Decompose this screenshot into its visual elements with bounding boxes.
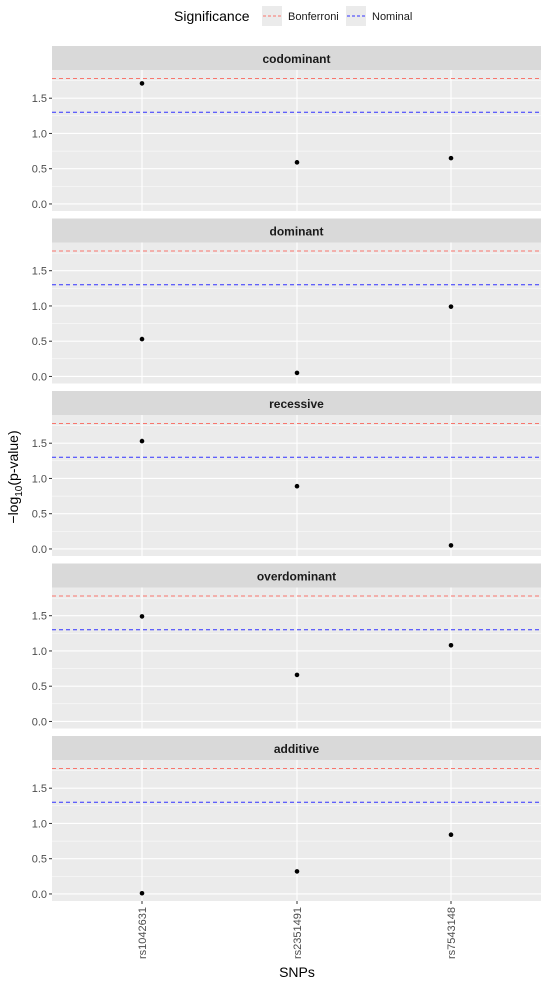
strip-background (52, 46, 541, 70)
data-point-dominant-rs7543148 (448, 304, 454, 309)
panel-recessive: recessive 0.0 0.5 1.0 1.5 (32, 391, 541, 556)
y-tick-label: 0.0 (32, 716, 47, 728)
y-axis-title-subscript: 10 (14, 485, 25, 497)
data-point-codominant-rs2351491 (294, 160, 300, 165)
y-tick-label: 0.0 (32, 544, 47, 556)
legend: Significance Bonferroni Nominal (174, 6, 412, 26)
data-point-dominant-rs1042631 (139, 336, 145, 342)
data-point-additive-rs7543148 (448, 832, 454, 838)
y-tick-label: 0.5 (32, 854, 47, 866)
y-tick-label: 0.0 (32, 889, 47, 901)
legend-title: Significance (174, 8, 250, 24)
strip-background (52, 563, 541, 588)
panel-overdominant: overdominant 0.0 0.5 1.0 1.5 (32, 563, 541, 729)
y-axis-title-rest: (p-value) (5, 430, 21, 485)
strip-label-overdominant: overdominant (257, 570, 336, 584)
data-point-overdominant-rs1042631 (139, 614, 145, 619)
y-tick-label: 1.0 (32, 818, 47, 830)
y-tick-label: 0.0 (32, 199, 47, 211)
y-tick-label: 0.0 (32, 371, 47, 383)
data-point-additive-rs2351491 (294, 869, 300, 874)
strip-label-recessive: recessive (269, 397, 324, 411)
data-point-dominant-rs2351491 (294, 370, 300, 376)
y-tick-label: 0.5 (32, 164, 47, 176)
y-tick-label: 1.5 (32, 266, 47, 278)
data-point-recessive-rs7543148 (448, 543, 454, 548)
panel-codominant: codominant 0.0 0.5 1.0 1.5 (32, 46, 541, 211)
data-point-recessive-rs1042631 (139, 438, 145, 444)
data-point-overdominant-rs2351491 (294, 672, 300, 678)
y-tick-label: 0.5 (32, 509, 47, 521)
y-tick-label: 1.0 (32, 646, 47, 658)
y-tick-label: 1.5 (32, 783, 47, 795)
data-point-codominant-rs7543148 (448, 155, 454, 161)
legend-key-bonferroni: Bonferroni (262, 6, 339, 26)
strip-label-additive: additive (274, 742, 320, 756)
y-tick-label: 1.5 (32, 93, 47, 105)
legend-key-background (346, 6, 366, 26)
x-tick-label-rs2351491: rs2351491 (292, 907, 304, 959)
y-tick-label: 1.0 (32, 473, 47, 485)
facet-panels: codominant 0.0 0.5 1.0 1.5 dominant 0.0 0.5 1.0 1… (32, 46, 541, 901)
strip-label-dominant: dominant (270, 225, 324, 239)
strip-background (52, 218, 541, 243)
legend-label-bonferroni: Bonferroni (288, 11, 339, 23)
strip-background (52, 736, 541, 760)
data-point-codominant-rs1042631 (139, 81, 145, 86)
legend-key-nominal: Nominal (346, 6, 412, 26)
data-point-overdominant-rs7543148 (448, 643, 454, 648)
data-point-recessive-rs2351491 (294, 483, 300, 489)
panel-dominant: dominant 0.0 0.5 1.0 1.5 (32, 218, 541, 384)
y-tick-label: 1.5 (32, 438, 47, 450)
y-axis-title: −log10(p-value) (5, 430, 25, 523)
legend-key-background (262, 6, 282, 26)
legend-label-nominal: Nominal (372, 11, 412, 23)
x-tick-label-rs1042631: rs1042631 (137, 907, 149, 959)
data-point-additive-rs1042631 (139, 890, 145, 896)
x-axis-title: SNPs (279, 964, 315, 980)
y-tick-label: 0.5 (32, 336, 47, 348)
y-tick-label: 1.0 (32, 128, 47, 140)
strip-background (52, 391, 541, 415)
y-axis-title-main: −log (5, 497, 21, 524)
x-axis: rs1042631 rs2351491 rs7543148 (137, 901, 458, 959)
y-tick-label: 1.5 (32, 611, 47, 623)
y-tick-label: 0.5 (32, 681, 47, 693)
strip-label-codominant: codominant (263, 52, 331, 66)
panel-additive: additive 0.0 0.5 1.0 1.5 (32, 736, 541, 901)
y-tick-label: 1.0 (32, 301, 47, 313)
x-tick-label-rs7543148: rs7543148 (446, 907, 458, 959)
